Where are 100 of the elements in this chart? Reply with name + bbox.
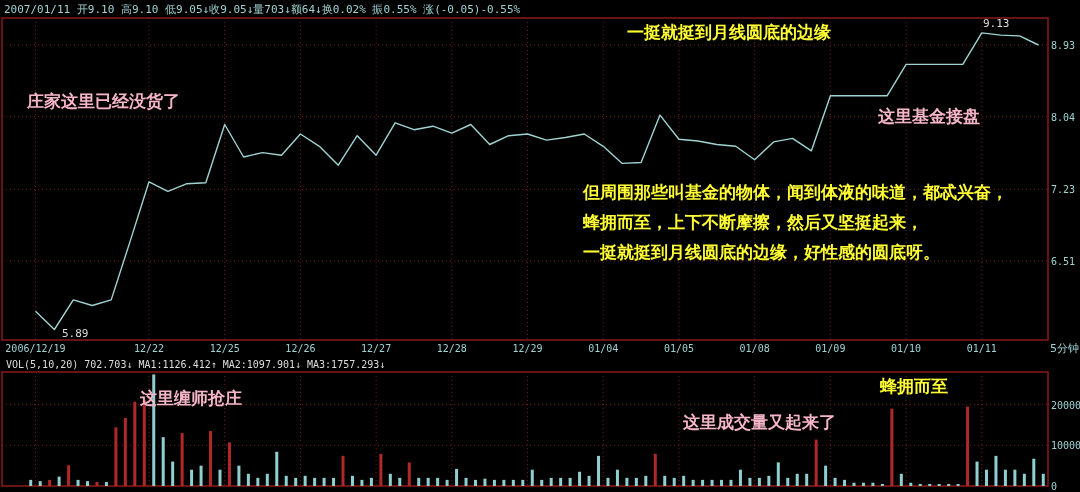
bar xyxy=(833,477,837,486)
bar xyxy=(294,477,298,486)
bar xyxy=(672,477,676,486)
y-tick-label: 8.04 xyxy=(1051,111,1076,123)
x-tick-label: 12/22 xyxy=(133,343,165,354)
y-tick-label: 8.93 xyxy=(1051,40,1076,52)
bar xyxy=(843,479,847,486)
x-tick-label: 12/27 xyxy=(361,343,392,354)
bar xyxy=(341,455,345,486)
bar xyxy=(76,479,80,486)
y-tick-label: 6.51 xyxy=(1051,256,1076,268)
annotation: 但周围那些叫基金的物体，闻到体液的味道，都忒兴奋， xyxy=(582,182,1008,202)
bar xyxy=(114,427,118,486)
bar xyxy=(57,476,61,486)
x-tick-label: 12/29 xyxy=(512,343,543,354)
bar xyxy=(634,477,638,486)
bar xyxy=(246,473,250,486)
text: 2007/01/11 开9.10 高9.10 低9.05↓收9.05↓量703↓额64↓换0.02% 振0.55% 涨(-0.05)-0.55% xyxy=(4,3,521,16)
bar xyxy=(587,475,591,486)
bar xyxy=(199,465,203,486)
bar xyxy=(464,477,468,486)
bar xyxy=(644,475,648,486)
bar xyxy=(701,479,705,486)
bar xyxy=(492,479,496,486)
bar xyxy=(123,418,127,486)
bar xyxy=(871,482,875,486)
bar xyxy=(29,479,33,486)
bar xyxy=(265,473,269,486)
bar xyxy=(748,477,752,486)
bar xyxy=(549,477,553,486)
bar xyxy=(559,477,563,486)
bar xyxy=(720,479,724,486)
x-tick-label: 01/05 xyxy=(663,343,694,354)
bar xyxy=(606,477,610,486)
bar xyxy=(814,439,818,486)
x-tick-label: 2006/12/19 xyxy=(5,343,66,354)
bar xyxy=(218,469,222,486)
bar xyxy=(180,433,184,486)
bar xyxy=(322,477,326,486)
annotation: 一挺就挺到月线圆底的边缘，好性感的圆底呀。 xyxy=(583,242,940,262)
x-tick-label: 01/08 xyxy=(739,343,770,354)
bar xyxy=(984,469,988,486)
y-tick-label: 7.23 xyxy=(1051,184,1076,196)
x-tick-label: 01/10 xyxy=(891,343,922,354)
bar xyxy=(956,483,960,486)
bar xyxy=(653,453,657,486)
x-tick-label: 01/09 xyxy=(815,343,846,354)
bar xyxy=(691,479,695,486)
annotation: 9.13 xyxy=(983,17,1010,30)
text: 5分钟 xyxy=(1050,342,1079,355)
x-tick-label: 12/25 xyxy=(209,343,240,354)
bar xyxy=(880,483,884,486)
bar xyxy=(360,479,364,486)
bar xyxy=(1013,469,1017,486)
bar xyxy=(473,479,477,486)
bar xyxy=(615,469,619,486)
bar xyxy=(1022,473,1026,486)
bar xyxy=(729,479,733,486)
annotation: 一挺就挺到月线圆底的边缘 xyxy=(627,22,831,42)
bar xyxy=(966,406,970,486)
bar xyxy=(861,482,865,486)
bar xyxy=(805,473,809,486)
bar xyxy=(521,479,525,486)
bar xyxy=(398,477,402,486)
bar xyxy=(890,408,894,486)
bar xyxy=(776,462,780,486)
bar xyxy=(578,471,582,486)
x-tick-label: 01/11 xyxy=(966,343,997,354)
bar xyxy=(824,465,828,486)
bar xyxy=(682,475,686,486)
bar xyxy=(95,481,99,486)
bar xyxy=(994,455,998,486)
annotation: 这里成交量又起来了 xyxy=(682,412,836,432)
bar xyxy=(426,477,430,486)
bar xyxy=(350,475,354,486)
bar xyxy=(48,479,52,486)
bar xyxy=(38,481,42,486)
bar xyxy=(511,479,515,486)
bar xyxy=(795,473,799,486)
bar xyxy=(710,479,714,486)
bar xyxy=(540,479,544,486)
annotation: 5.89 xyxy=(62,327,89,340)
annotation: 这里基金接盘 xyxy=(877,106,980,126)
bar xyxy=(275,451,279,486)
bar xyxy=(256,477,260,486)
bar xyxy=(757,477,761,486)
bar xyxy=(161,437,165,486)
bar xyxy=(104,481,108,486)
bar xyxy=(86,481,90,486)
x-tick-label: 12/26 xyxy=(285,343,316,354)
annotation: 蜂拥而至 xyxy=(879,376,948,396)
y-tick-label: 0 xyxy=(1051,481,1058,492)
bar xyxy=(171,461,175,486)
bar xyxy=(284,475,288,486)
bar xyxy=(436,477,440,486)
bar xyxy=(388,473,392,486)
bar xyxy=(445,479,449,486)
bar xyxy=(975,461,979,486)
bar xyxy=(502,479,506,486)
bar xyxy=(597,455,601,486)
